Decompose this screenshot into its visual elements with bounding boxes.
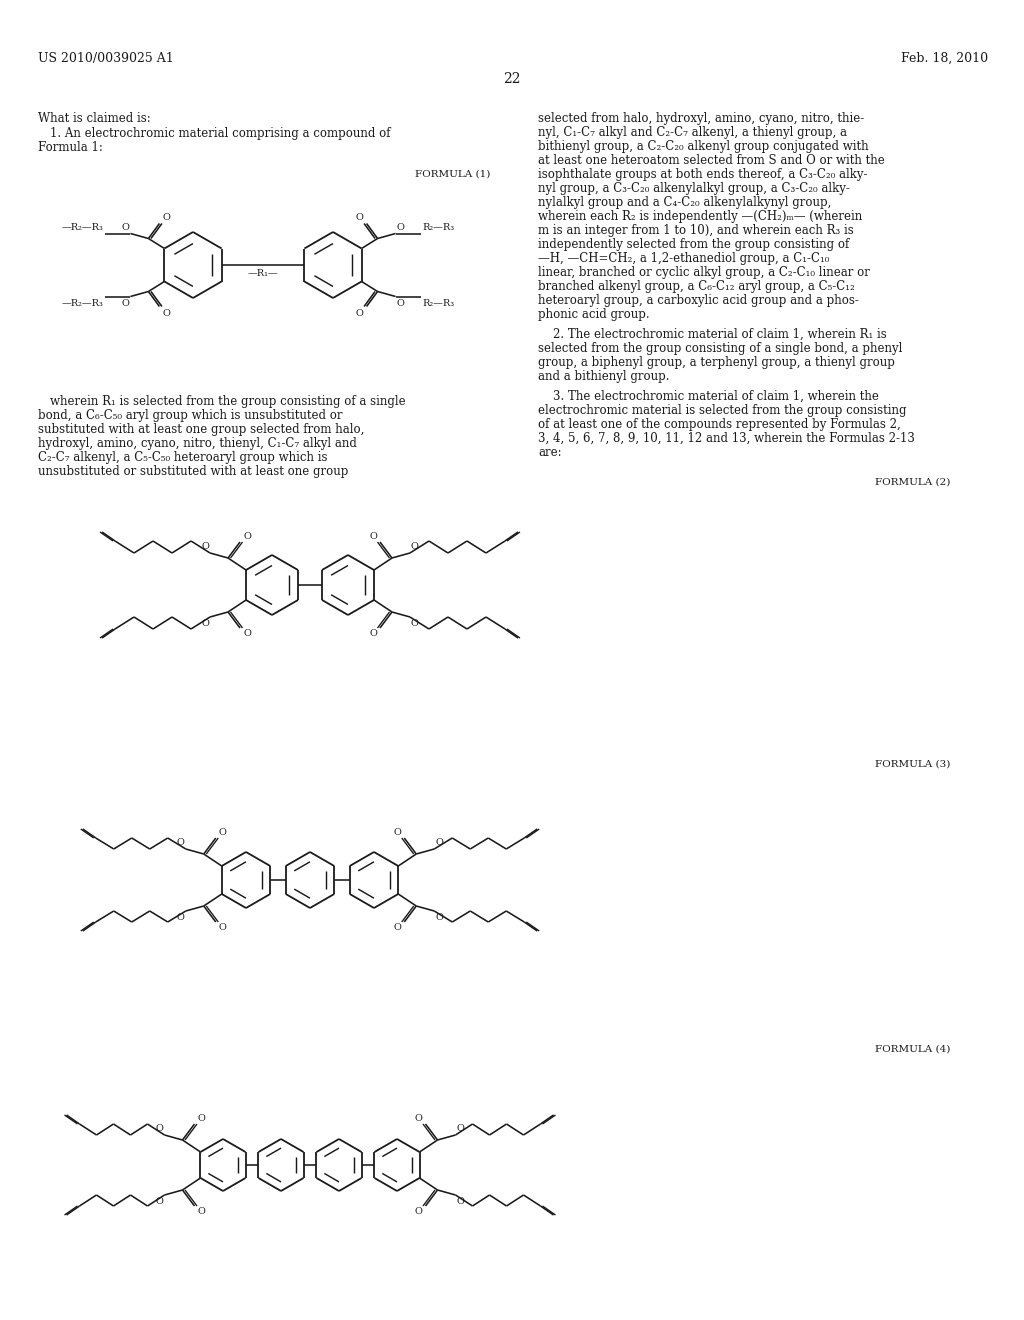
Text: O: O: [411, 619, 419, 628]
Text: are:: are:: [538, 446, 561, 459]
Text: O: O: [219, 923, 226, 932]
Text: O: O: [163, 213, 170, 222]
Text: O: O: [415, 1206, 423, 1216]
Text: US 2010/0039025 A1: US 2010/0039025 A1: [38, 51, 174, 65]
Text: selected from halo, hydroxyl, amino, cyano, nitro, thie-: selected from halo, hydroxyl, amino, cya…: [538, 112, 864, 125]
Text: O: O: [156, 1125, 164, 1133]
Text: —R₂—R₃: —R₂—R₃: [61, 223, 103, 231]
Text: O: O: [369, 630, 377, 638]
Text: linear, branched or cyclic alkyl group, a C₂-C₁₀ linear or: linear, branched or cyclic alkyl group, …: [538, 267, 869, 279]
Text: —R₁—: —R₁—: [248, 269, 279, 279]
Text: O: O: [435, 913, 443, 921]
Text: R₂—R₃: R₂—R₃: [423, 223, 455, 231]
Text: 22: 22: [503, 73, 521, 86]
Text: FORMULA (3): FORMULA (3): [874, 760, 950, 770]
Text: O: O: [411, 543, 419, 550]
Text: at least one heteroatom selected from S and O or with the: at least one heteroatom selected from S …: [538, 154, 885, 168]
Text: O: O: [243, 630, 251, 638]
Text: O: O: [457, 1197, 465, 1206]
Text: O: O: [415, 1114, 423, 1123]
Text: unsubstituted or substituted with at least one group: unsubstituted or substituted with at lea…: [38, 465, 348, 478]
Text: What is claimed is:: What is claimed is:: [38, 112, 151, 125]
Text: O: O: [122, 223, 129, 231]
Text: nyl, C₁-C₇ alkyl and C₂-C₇ alkenyl, a thienyl group, a: nyl, C₁-C₇ alkyl and C₂-C₇ alkenyl, a th…: [538, 125, 847, 139]
Text: nylalkyl group and a C₄-C₂₀ alkenylalkynyl group,: nylalkyl group and a C₄-C₂₀ alkenylalkyn…: [538, 195, 831, 209]
Text: O: O: [435, 838, 443, 847]
Text: O: O: [122, 298, 129, 308]
Text: O: O: [243, 532, 251, 541]
Text: nyl group, a C₃-C₂₀ alkenylalkyl group, a C₃-C₂₀ alky-: nyl group, a C₃-C₂₀ alkenylalkyl group, …: [538, 182, 850, 195]
Text: O: O: [177, 913, 184, 921]
Text: —H, —CH=CH₂, a 1,2-ethanediol group, a C₁-C₁₀: —H, —CH=CH₂, a 1,2-ethanediol group, a C…: [538, 252, 829, 265]
Text: O: O: [393, 828, 401, 837]
Text: O: O: [163, 309, 170, 318]
Text: bithienyl group, a C₂-C₂₀ alkenyl group conjugated with: bithienyl group, a C₂-C₂₀ alkenyl group …: [538, 140, 868, 153]
Text: branched alkenyl group, a C₆-C₁₂ aryl group, a C₅-C₁₂: branched alkenyl group, a C₆-C₁₂ aryl gr…: [538, 280, 855, 293]
Text: FORMULA (4): FORMULA (4): [874, 1045, 950, 1053]
Text: Feb. 18, 2010: Feb. 18, 2010: [901, 51, 988, 65]
Text: phonic acid group.: phonic acid group.: [538, 308, 649, 321]
Text: selected from the group consisting of a single bond, a phenyl: selected from the group consisting of a …: [538, 342, 902, 355]
Text: O: O: [156, 1197, 164, 1206]
Text: 1. An electrochromic material comprising a compound of: 1. An electrochromic material comprising…: [50, 127, 390, 140]
Text: O: O: [457, 1125, 465, 1133]
Text: Formula 1:: Formula 1:: [38, 141, 102, 154]
Text: O: O: [369, 532, 377, 541]
Text: of at least one of the compounds represented by Formulas 2,: of at least one of the compounds represe…: [538, 418, 901, 432]
Text: O: O: [396, 298, 404, 308]
Text: O: O: [393, 923, 401, 932]
Text: O: O: [355, 213, 364, 222]
Text: electrochromic material is selected from the group consisting: electrochromic material is selected from…: [538, 404, 906, 417]
Text: substituted with at least one group selected from halo,: substituted with at least one group sele…: [38, 422, 365, 436]
Text: bond, a C₆-C₅₀ aryl group which is unsubstituted or: bond, a C₆-C₅₀ aryl group which is unsub…: [38, 409, 342, 422]
Text: O: O: [198, 1206, 206, 1216]
Text: O: O: [177, 838, 184, 847]
Text: O: O: [219, 828, 226, 837]
Text: wherein R₁ is selected from the group consisting of a single: wherein R₁ is selected from the group co…: [50, 395, 406, 408]
Text: isophthalate groups at both ends thereof, a C₃-C₂₀ alky-: isophthalate groups at both ends thereof…: [538, 168, 867, 181]
Text: and a bithienyl group.: and a bithienyl group.: [538, 370, 670, 383]
Text: m is an integer from 1 to 10), and wherein each R₃ is: m is an integer from 1 to 10), and where…: [538, 224, 854, 238]
Text: 2. The electrochromic material of claim 1, wherein R₁ is: 2. The electrochromic material of claim …: [538, 327, 887, 341]
Text: independently selected from the group consisting of: independently selected from the group co…: [538, 238, 849, 251]
Text: O: O: [201, 619, 209, 628]
Text: group, a biphenyl group, a terphenyl group, a thienyl group: group, a biphenyl group, a terphenyl gro…: [538, 356, 895, 370]
Text: O: O: [198, 1114, 206, 1123]
Text: 3. The electrochromic material of claim 1, wherein the: 3. The electrochromic material of claim …: [538, 389, 879, 403]
Text: FORMULA (2): FORMULA (2): [874, 478, 950, 487]
Text: R₂—R₃: R₂—R₃: [423, 298, 455, 308]
Text: C₂-C₇ alkenyl, a C₅-C₅₀ heteroaryl group which is: C₂-C₇ alkenyl, a C₅-C₅₀ heteroaryl group…: [38, 451, 328, 465]
Text: O: O: [201, 543, 209, 550]
Text: FORMULA (1): FORMULA (1): [415, 170, 490, 180]
Text: wherein each R₂ is independently —(CH₂)ₘ— (wherein: wherein each R₂ is independently —(CH₂)ₘ…: [538, 210, 862, 223]
Text: hydroxyl, amino, cyano, nitro, thienyl, C₁-C₇ alkyl and: hydroxyl, amino, cyano, nitro, thienyl, …: [38, 437, 357, 450]
Text: —R₂—R₃: —R₂—R₃: [61, 298, 103, 308]
Text: O: O: [396, 223, 404, 231]
Text: O: O: [355, 309, 364, 318]
Text: 3, 4, 5, 6, 7, 8, 9, 10, 11, 12 and 13, wherein the Formulas 2-13: 3, 4, 5, 6, 7, 8, 9, 10, 11, 12 and 13, …: [538, 432, 914, 445]
Text: heteroaryl group, a carboxylic acid group and a phos-: heteroaryl group, a carboxylic acid grou…: [538, 294, 859, 308]
